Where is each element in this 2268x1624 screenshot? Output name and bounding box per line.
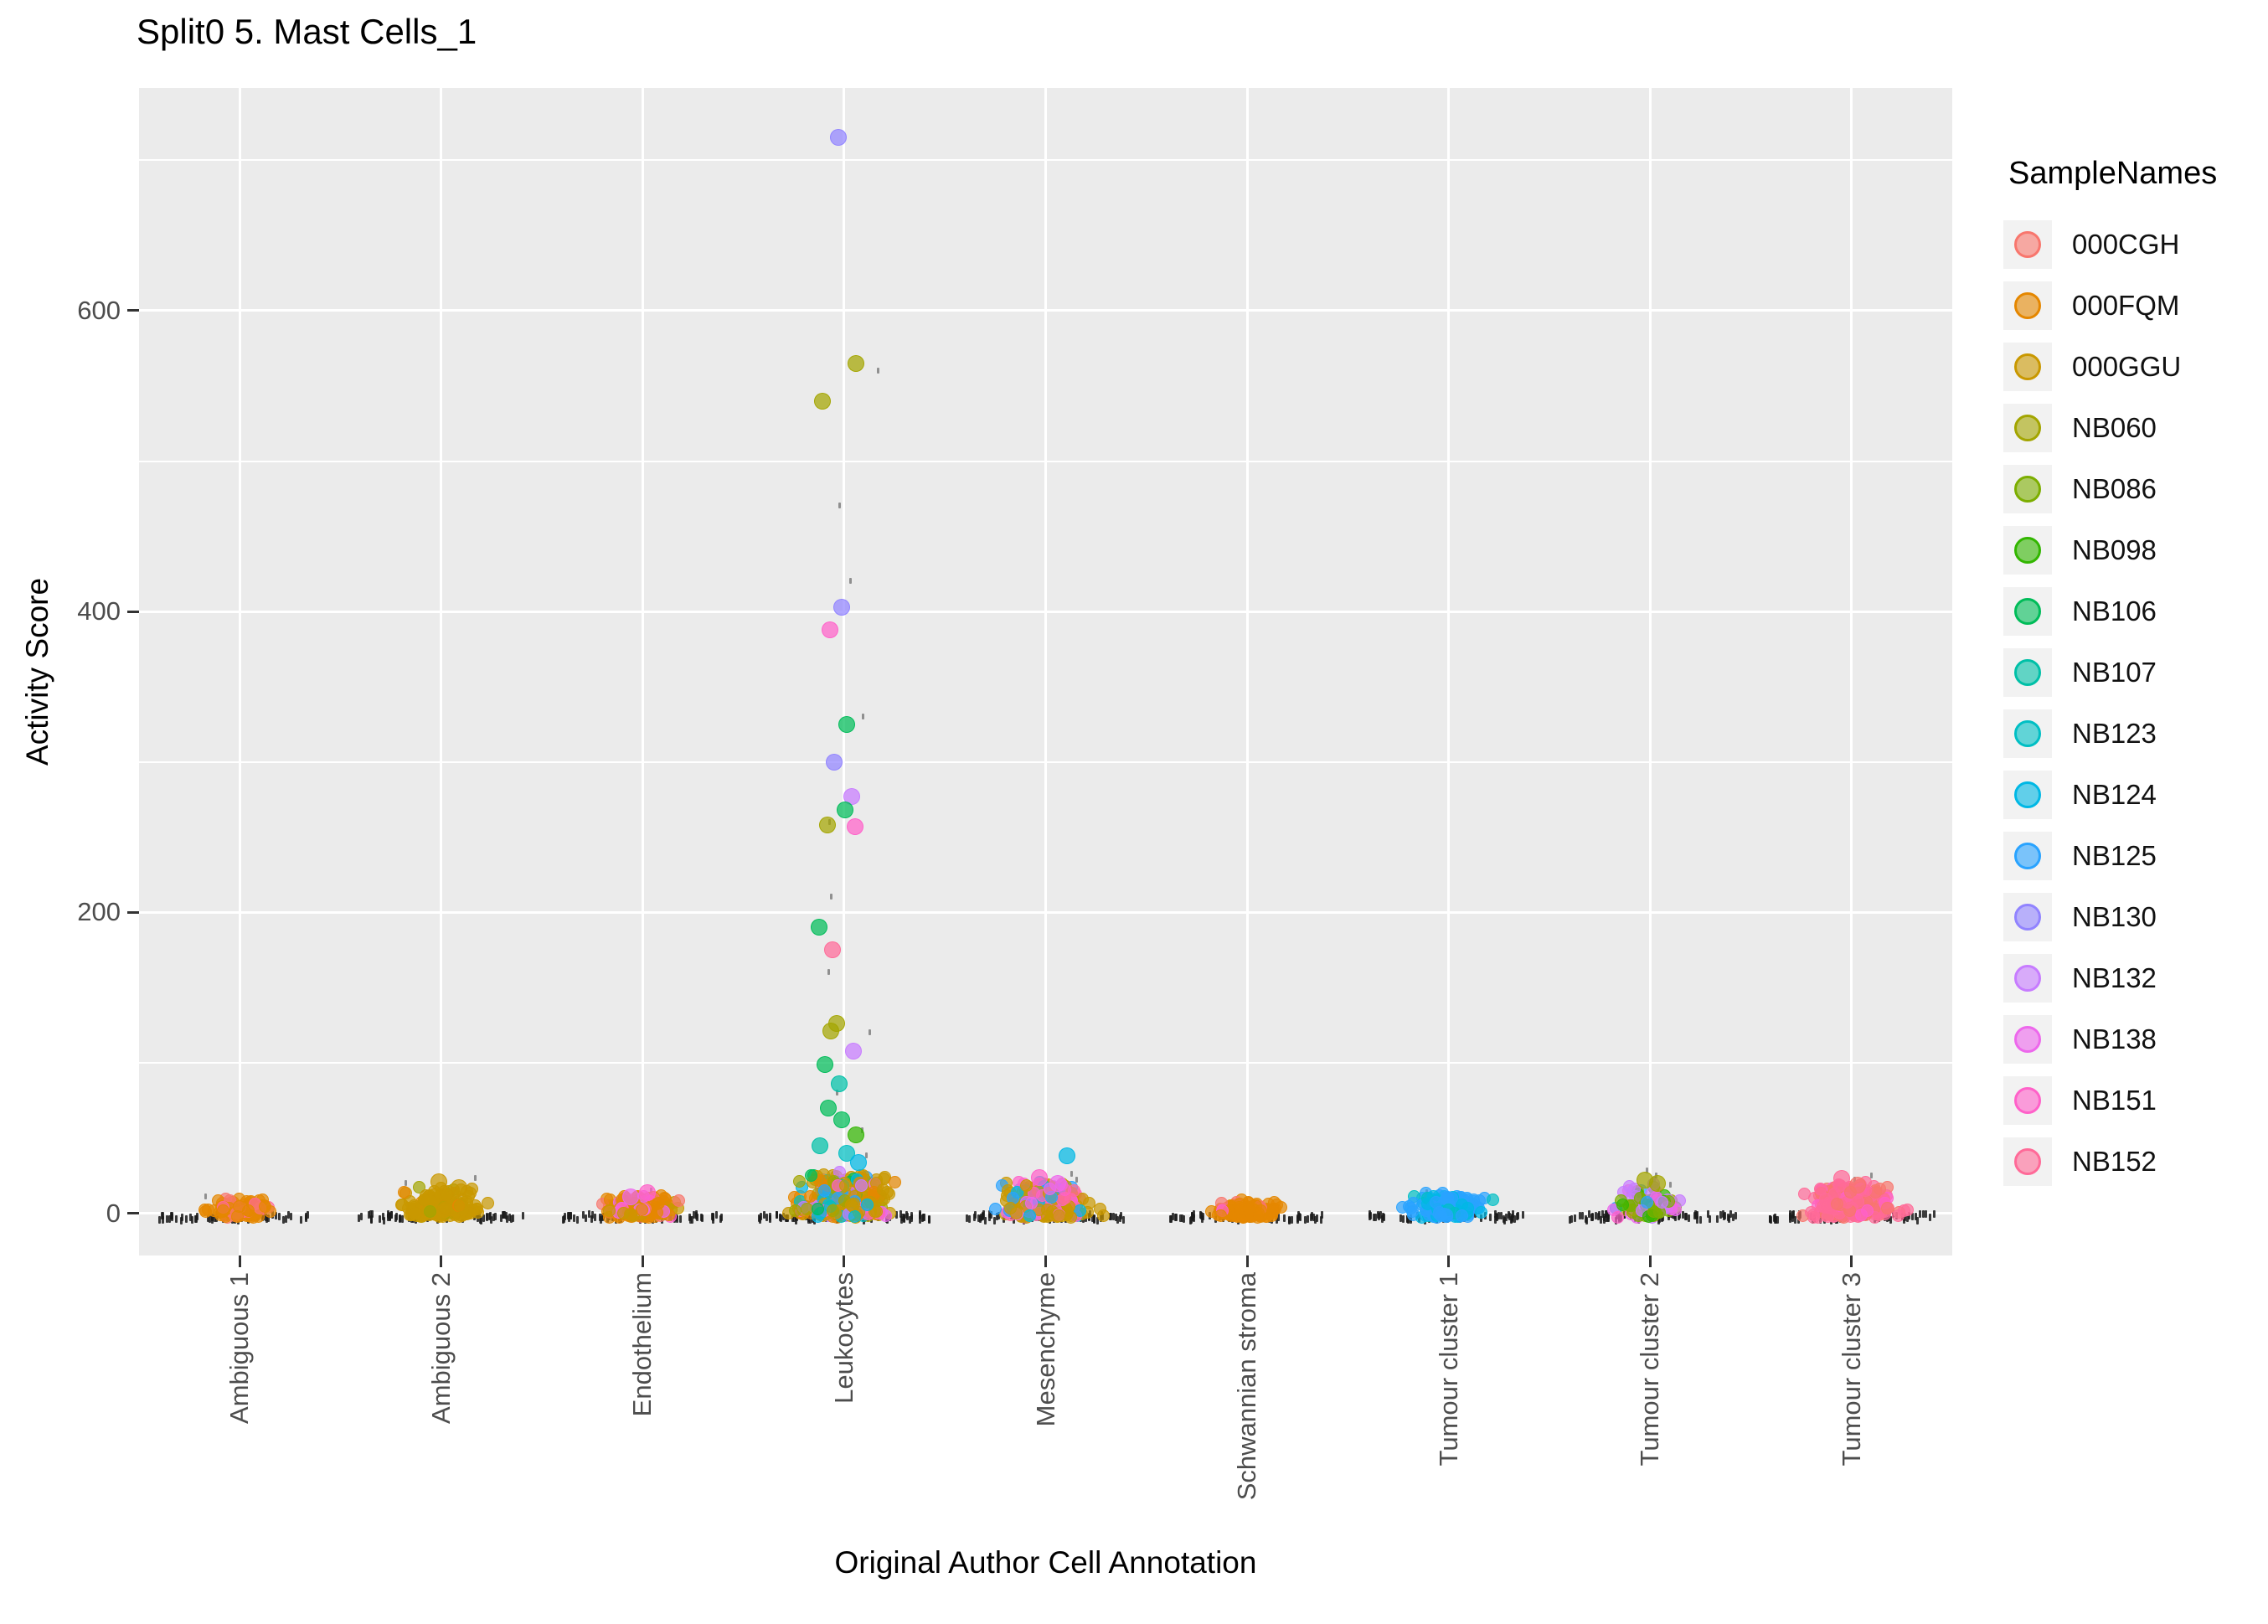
legend-item: 000GGU [2003,336,2217,397]
legend-item-label: NB152 [2072,1145,2157,1177]
x-tick-mark [1447,1255,1451,1267]
legend-key [2003,1075,2052,1125]
legend-swatch-icon [2014,1086,2041,1114]
legend-swatch-icon [2014,719,2041,747]
legend-item: NB106 [2003,580,2217,642]
gridline-x-major [641,88,644,1255]
y-tick-label: 0 [106,1198,121,1228]
x-axis-title: Original Author Cell Annotation [834,1545,1257,1580]
x-tick-mark [1245,1255,1249,1267]
legend-item: NB132 [2003,947,2217,1008]
legend-item: NB151 [2003,1070,2217,1131]
legend-item-label: NB130 [2072,900,2157,932]
legend-swatch-icon [2014,781,2041,808]
gridline-x-major [843,88,846,1255]
legend-swatch-icon [2014,475,2041,503]
legend-item: NB098 [2003,519,2217,580]
legend-item-label: 000CGH [2072,228,2180,260]
legend-item: NB152 [2003,1131,2217,1192]
legend-item: NB123 [2003,703,2217,764]
x-tick-mark [843,1255,846,1267]
legend-items: 000CGH 000FQM 000GGU NB060 NB086 NB098 NB106 NB… [2003,214,2217,1192]
legend-swatch-icon [2014,1025,2041,1053]
grid-layer [139,88,1952,1255]
legend-title: SampleNames [2008,156,2218,191]
legend-swatch-icon [2014,414,2041,441]
legend-swatch-icon [2014,1147,2041,1175]
legend-item-label: NB123 [2072,717,2157,749]
legend-key [2003,709,2052,758]
legend-item: NB107 [2003,642,2217,703]
legend-item-label: NB138 [2072,1023,2157,1054]
legend-item-label: NB124 [2072,778,2157,810]
legend-swatch-icon [2014,536,2041,564]
legend-item: 000CGH [2003,214,2217,275]
plot-title: Split0 5. Mast Cells_1 [137,12,477,51]
legend-swatch-icon [2014,903,2041,931]
y-tick-mark [127,309,139,312]
legend-item-label: NB132 [2072,962,2157,993]
legend-key [2003,1137,2052,1186]
legend-swatch-icon [2014,291,2041,319]
gridline-x-major [1850,88,1853,1255]
x-tick-mark [238,1255,241,1267]
legend-key [2003,1014,2052,1064]
legend-item: NB086 [2003,458,2217,519]
legend-key [2003,586,2052,636]
legend-key [2003,403,2052,452]
gridline-x-major [1044,88,1047,1255]
legend-swatch-icon [2014,230,2041,258]
legend-item-label: NB106 [2072,595,2157,626]
legend-item: NB060 [2003,397,2217,458]
legend-item-label: NB125 [2072,839,2157,871]
legend-item: NB130 [2003,886,2217,947]
y-tick-mark [127,610,139,613]
legend-key [2003,892,2052,941]
legend-item: NB124 [2003,764,2217,825]
legend-key [2003,464,2052,513]
legend-item: 000FQM [2003,275,2217,336]
legend-item: NB138 [2003,1008,2217,1070]
gridline-x-major [440,88,443,1255]
legend-item: NB125 [2003,825,2217,886]
legend-swatch-icon [2014,658,2041,686]
x-tick-mark [440,1255,443,1267]
x-tick-mark [1044,1255,1047,1267]
y-axis-title: Activity Score [20,577,54,766]
x-tick-mark [1850,1255,1853,1267]
legend-key [2003,342,2052,391]
gridline-x-major [238,88,241,1255]
gridline-x-major [1648,88,1652,1255]
legend: SampleNames 000CGH 000FQM 000GGU NB060 NB086… [2003,156,2217,1192]
legend-key [2003,219,2052,269]
legend-key [2003,281,2052,330]
y-tick-mark [127,910,139,914]
legend-swatch-icon [2014,964,2041,992]
legend-key [2003,770,2052,819]
legend-key [2003,647,2052,697]
legend-key [2003,953,2052,1003]
legend-item-label: 000FQM [2072,289,2180,321]
legend-swatch-icon [2014,597,2041,625]
y-tick-mark [127,1212,139,1215]
x-tick-mark [641,1255,644,1267]
legend-key [2003,525,2052,575]
plot-panel [139,88,1952,1255]
legend-item-label: 000GGU [2072,350,2182,382]
legend-item-label: NB086 [2072,472,2157,504]
legend-item-label: NB107 [2072,656,2157,688]
gridline-x-major [1447,88,1451,1255]
legend-swatch-icon [2014,842,2041,869]
legend-item-label: NB098 [2072,534,2157,565]
legend-key [2003,831,2052,880]
legend-item-label: NB151 [2072,1084,2157,1116]
x-tick-mark [1648,1255,1652,1267]
legend-swatch-icon [2014,353,2041,380]
y-tick-label: 600 [77,295,121,325]
gridline-x-major [1245,88,1249,1255]
legend-item-label: NB060 [2072,411,2157,443]
